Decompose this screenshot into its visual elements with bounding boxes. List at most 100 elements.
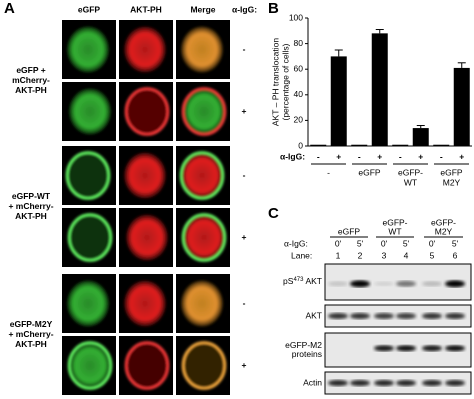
cell — [69, 88, 111, 135]
band — [374, 281, 394, 286]
blot-label-part: pS — [283, 276, 294, 286]
band — [350, 380, 370, 386]
group-label: eGFP- — [431, 217, 456, 227]
bar — [351, 144, 368, 146]
panel-label: C — [268, 205, 279, 222]
cell — [65, 151, 111, 200]
band — [328, 281, 348, 287]
band — [328, 380, 348, 386]
band — [350, 313, 370, 319]
band — [396, 345, 416, 352]
blot-label: pS473 AKT — [283, 276, 322, 286]
band — [396, 280, 416, 287]
bar — [453, 67, 470, 146]
blot-label: Actin — [303, 377, 322, 387]
group-label: M2Y — [443, 177, 461, 187]
group-label: eGFP — [440, 167, 463, 177]
lane-number: 2 — [358, 250, 363, 260]
bar — [330, 56, 347, 146]
treatment-label: α-IgG: — [232, 4, 257, 14]
group-label: eGFP — [358, 167, 381, 177]
band — [422, 281, 442, 287]
time-label: 5' — [403, 238, 410, 248]
bar — [392, 144, 409, 146]
lane-number: 6 — [453, 250, 458, 260]
x-row-label: α-IgG: — [280, 151, 305, 161]
band — [374, 313, 394, 319]
x-tick-label: + — [377, 151, 382, 161]
x-tick-label: - — [399, 151, 402, 161]
y-tick-label: 60 — [294, 63, 304, 73]
cell — [181, 213, 227, 262]
band — [374, 380, 394, 386]
time-label: 0' — [335, 238, 342, 248]
panel-label: B — [268, 0, 279, 17]
group-label: eGFP- — [382, 217, 407, 227]
cell — [124, 152, 166, 199]
group-label: eGFP- — [398, 167, 423, 177]
cell — [181, 26, 223, 73]
bar — [433, 144, 450, 146]
x-tick-label: - — [317, 151, 320, 161]
cell — [67, 341, 113, 390]
cell — [181, 87, 227, 136]
blot-label-part: AKT — [305, 276, 322, 286]
lane-number: 5 — [430, 250, 435, 260]
group-label: AKT-PH — [15, 85, 47, 95]
time-label: 0' — [429, 238, 436, 248]
group-label: eGFP-WT — [12, 191, 51, 201]
x-tick-label: + — [336, 151, 341, 161]
band — [445, 345, 465, 352]
band — [422, 380, 442, 386]
bar — [310, 144, 327, 146]
y-axis-label: (percentage of cells) — [280, 43, 290, 120]
lane-number: 3 — [382, 250, 387, 260]
treatment-sign: - — [243, 44, 246, 54]
group-label: M2Y — [435, 226, 453, 236]
group-label: eGFP-M2Y — [10, 319, 53, 329]
cell — [181, 341, 227, 390]
lane-label: Lane: — [291, 250, 312, 260]
blot-label: AKT — [305, 310, 322, 320]
bar — [371, 33, 388, 146]
x-tick-label: - — [440, 151, 443, 161]
band — [328, 313, 348, 319]
blot-label-part: 473 — [293, 277, 304, 283]
treatment-sign: + — [242, 360, 247, 370]
band — [374, 345, 394, 352]
bar — [412, 128, 429, 146]
lane-number: 1 — [336, 250, 341, 260]
time-label: 5' — [357, 238, 364, 248]
cell — [67, 213, 113, 262]
cell — [179, 151, 225, 200]
cell — [126, 214, 168, 261]
treatment-sign: - — [243, 170, 246, 180]
band — [396, 313, 416, 319]
cell — [67, 280, 109, 327]
group-label: eGFP + — [16, 65, 45, 75]
x-tick-label: + — [418, 151, 423, 161]
group-label: AKT-PH — [15, 339, 47, 349]
group-label: mCherry- — [12, 75, 50, 85]
group-label: WT — [404, 177, 417, 187]
band — [445, 313, 465, 319]
column-header: Merge — [190, 4, 215, 14]
group-label: + mCherry- — [8, 201, 53, 211]
treatment-sign: + — [242, 106, 247, 116]
y-tick-label: 100 — [289, 12, 303, 22]
y-tick-label: 20 — [294, 115, 304, 125]
x-tick-label: + — [459, 151, 464, 161]
blot-label: eGFP-M2 — [285, 340, 322, 350]
band — [396, 380, 416, 386]
cell — [124, 280, 166, 327]
group-label: + mCherry- — [8, 329, 53, 339]
x-tick-label: - — [358, 151, 361, 161]
treatment-sign: - — [243, 298, 246, 308]
panel-b: B 0 20 40 60 80 100 AKT – PH translocation (perc… — [268, 0, 472, 187]
y-tick-label: 0 — [298, 140, 303, 150]
column-header: eGFP — [78, 4, 101, 14]
lane-number: 4 — [404, 250, 409, 260]
blot-label: proteins — [292, 349, 322, 359]
